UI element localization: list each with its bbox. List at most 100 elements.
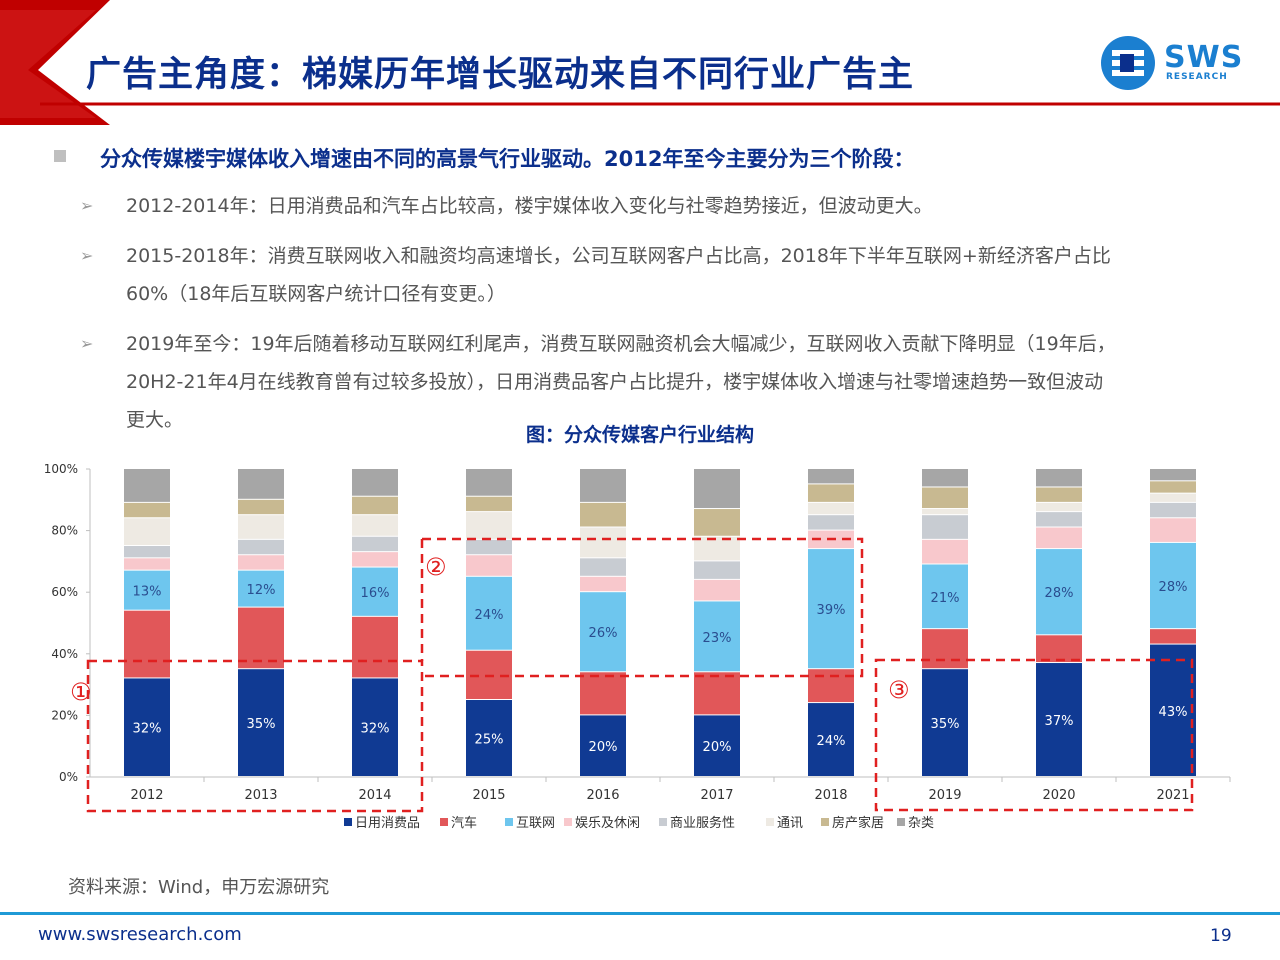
bar-segment — [1036, 502, 1082, 512]
bar-segment — [238, 499, 284, 515]
arrow-bullet-icon: ➢ — [80, 196, 94, 215]
sub-bullet-1: 2012-2014年：日用消费品和汽车占比较高，楼宇媒体收入变化与社零趋势接近，… — [126, 187, 1251, 225]
bar-segment — [1036, 512, 1082, 527]
data-label: 28% — [1045, 586, 1074, 601]
x-tick-label: 2015 — [472, 788, 505, 803]
bar-segment — [124, 469, 170, 502]
chart-title: 图：分众传媒客户行业结构 — [525, 424, 754, 446]
x-tick-label: 2013 — [244, 788, 277, 803]
bar-segment — [466, 496, 512, 512]
bar-segment — [580, 715, 626, 776]
bar-segment — [124, 502, 170, 518]
legend-label: 汽车 — [451, 815, 477, 831]
bar-segment — [466, 512, 512, 539]
sws-logo-icon — [1101, 36, 1155, 90]
bar-segment — [580, 672, 626, 715]
data-label: 32% — [133, 722, 162, 737]
main-bullet-text: 分众传媒楼宇媒体收入增速由不同的高景气行业驱动。2012年至今主要分为三个阶段： — [100, 147, 915, 171]
bar-segment — [238, 669, 284, 776]
bar-segment — [694, 536, 740, 561]
data-label: 25% — [475, 733, 504, 748]
bar-segment — [580, 502, 626, 527]
x-tick-label: 2014 — [358, 788, 391, 803]
header-decoration — [0, 0, 1280, 125]
bullet-square-icon — [54, 150, 66, 162]
logo-subtext: RESEARCH — [1166, 72, 1228, 82]
data-label: 35% — [931, 717, 960, 732]
bar-segment — [694, 469, 740, 509]
bar-segment — [352, 567, 398, 616]
bar-segment — [352, 678, 398, 776]
data-label: 32% — [361, 722, 390, 737]
sub-bullet-line: 20H2-21年4月在线教育曾有过较多投放），日用消费品客户占比提升，楼宇媒体收… — [126, 371, 1104, 393]
y-tick-label: 0% — [59, 770, 78, 784]
bar-segment — [808, 515, 854, 530]
arrow-bullet-icon: ➢ — [80, 246, 94, 265]
source-note: 资料来源：Wind，申万宏源研究 — [68, 877, 330, 898]
bar-segment — [124, 518, 170, 545]
bar-segment — [808, 549, 854, 669]
page-number: 19 — [1210, 926, 1232, 946]
y-tick-label: 100% — [44, 462, 78, 476]
data-label: 28% — [1159, 580, 1188, 595]
bar-segment — [922, 539, 968, 564]
bar-segment — [352, 496, 398, 515]
header-red-shape-inner — [0, 10, 96, 118]
y-tick-label: 80% — [51, 524, 78, 538]
legend-label: 日用消费品 — [355, 816, 420, 831]
bar-segment — [238, 555, 284, 570]
bar-segment — [466, 539, 512, 555]
sub-bullet-line: 2015-2018年：消费互联网收入和融资均高速增长，公司互联网客户占比高，20… — [126, 245, 1111, 267]
legend-swatch — [564, 818, 572, 826]
bar-segment — [694, 579, 740, 601]
bar-segment — [1036, 663, 1082, 776]
bar-segment — [1150, 644, 1196, 776]
data-label: 12% — [247, 583, 276, 598]
sub-bullet-line: 60%（18年后互联网客户统计口径有变更。） — [126, 283, 506, 305]
data-label: 24% — [817, 734, 846, 749]
bar-segment — [238, 539, 284, 555]
bar-segment — [1150, 493, 1196, 502]
stage-3-box — [874, 658, 1194, 812]
bar-segment — [1150, 481, 1196, 493]
bar-segment — [466, 469, 512, 496]
bar-segment — [1036, 527, 1082, 549]
footer-url-link[interactable]: www.swsresearch.com — [38, 924, 242, 945]
bar-segment — [694, 672, 740, 715]
bar-segment — [1036, 487, 1082, 502]
bar-segment — [466, 700, 512, 776]
bar-segment — [694, 601, 740, 672]
data-label: 24% — [475, 608, 504, 623]
bar-segment — [124, 610, 170, 678]
bar-segment — [352, 536, 398, 552]
data-label: 13% — [133, 585, 162, 600]
logo-text: SWS — [1164, 40, 1244, 75]
sub-bullet-line: 更大。 — [126, 409, 184, 431]
bar-segment — [352, 616, 398, 678]
bar-segment — [808, 502, 854, 515]
x-tick-label: 2019 — [928, 788, 961, 803]
page-title: 广告主角度：梯媒历年增长驱动来自不同行业广告主 — [86, 55, 915, 95]
bar-segment — [922, 469, 968, 487]
data-label: 20% — [703, 740, 732, 755]
sub-bullet-2: 2015-2018年：消费互联网收入和融资均高速增长，公司互联网客户占比高，20… — [126, 237, 1251, 313]
stage-2-box — [422, 537, 864, 678]
data-label: 23% — [703, 631, 732, 646]
bar-segment — [238, 469, 284, 499]
bar-segment — [124, 558, 170, 570]
bar-segment — [1036, 635, 1082, 663]
bar-segment — [922, 564, 968, 629]
y-tick-label: 20% — [51, 708, 78, 722]
legend-label: 杂类 — [908, 816, 934, 831]
data-label: 20% — [589, 740, 618, 755]
data-label: 21% — [931, 591, 960, 606]
data-label: 43% — [1159, 705, 1188, 720]
legend-swatch — [766, 818, 774, 826]
bar-segment — [124, 678, 170, 776]
x-tick-label: 2016 — [586, 788, 619, 803]
legend-swatch — [505, 818, 513, 826]
sub-bullet-line: 2019年至今：19年后随着移动互联网红利尾声，消费互联网融资机会大幅减少，互联… — [126, 333, 1116, 355]
bar-segment — [922, 509, 968, 515]
legend-label: 房产家居 — [832, 815, 884, 831]
bar-segment — [1036, 549, 1082, 635]
